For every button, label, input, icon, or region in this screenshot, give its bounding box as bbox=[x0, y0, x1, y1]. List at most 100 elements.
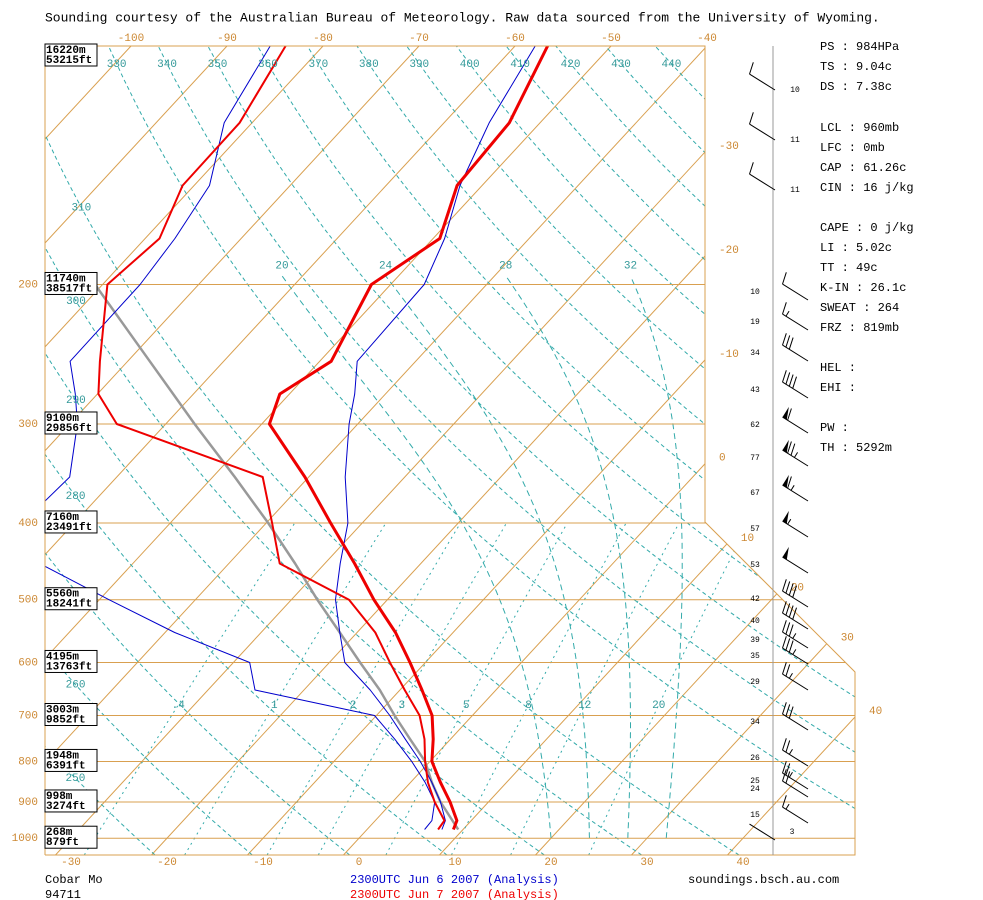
x-tick-label: -10 bbox=[253, 857, 273, 869]
barb-line bbox=[782, 738, 787, 751]
height-ft: 23491ft bbox=[46, 522, 92, 534]
stat: DS : 7.38c bbox=[820, 80, 892, 94]
stat: LI : 5.02c bbox=[820, 241, 892, 255]
barb-line bbox=[749, 112, 754, 125]
barb-line bbox=[782, 579, 787, 592]
height-m: 7160m bbox=[46, 512, 79, 524]
height-box bbox=[44, 411, 98, 435]
height-m: 11740m bbox=[46, 273, 86, 285]
wind-speed-label: 10 bbox=[790, 86, 800, 95]
wind-barb bbox=[782, 272, 809, 301]
barb-line bbox=[792, 607, 797, 620]
height-m: 1948m bbox=[46, 750, 79, 762]
dry-adiabat bbox=[257, 46, 855, 855]
height-ft: 18241ft bbox=[46, 599, 92, 611]
barb-line bbox=[788, 624, 794, 637]
stat: HEL : bbox=[820, 361, 856, 375]
barb-half bbox=[792, 633, 797, 639]
height-box bbox=[44, 748, 98, 772]
right-tick-label: -30 bbox=[719, 141, 739, 153]
mixing-ratio-line bbox=[266, 522, 461, 855]
barb-staff bbox=[749, 73, 776, 91]
dewpoint-profile bbox=[97, 46, 446, 831]
mixing-ratio-line bbox=[450, 522, 627, 855]
mixing-ratio-line bbox=[385, 522, 568, 855]
dry-adiabat bbox=[45, 46, 253, 855]
wind-barb bbox=[782, 601, 809, 630]
dry-adiabat bbox=[45, 46, 642, 855]
height-box bbox=[44, 649, 98, 673]
isotherm bbox=[631, 46, 855, 855]
height-box bbox=[44, 702, 98, 726]
y-tick-label: 300 bbox=[18, 419, 38, 431]
barb-line bbox=[785, 581, 791, 594]
wind-speed-label: 3 bbox=[790, 828, 795, 837]
wind-speed-label: 39 bbox=[750, 636, 760, 645]
stat: FRZ : 819mb bbox=[820, 321, 899, 335]
barb-line bbox=[785, 335, 791, 348]
height-ft: 38517ft bbox=[46, 283, 92, 295]
wind-barb bbox=[782, 620, 809, 649]
height-box bbox=[44, 789, 98, 813]
wind-barb bbox=[782, 769, 809, 798]
barb-line bbox=[788, 640, 794, 653]
barb-flag bbox=[782, 406, 789, 420]
dry-adiabat-label: 290 bbox=[66, 395, 86, 407]
right-tick-label: 10 bbox=[741, 533, 754, 545]
right-tick-label: -10 bbox=[719, 349, 739, 361]
wind-speed-label: 77 bbox=[750, 454, 760, 463]
right-tick-label: -20 bbox=[719, 245, 739, 257]
moist-adiabat-label: 32 bbox=[624, 261, 637, 273]
barb-staff bbox=[782, 313, 809, 331]
barb-staff bbox=[749, 173, 776, 191]
barb-staff bbox=[782, 780, 809, 798]
temperature-profile bbox=[93, 283, 460, 831]
height-m: 3003m bbox=[46, 704, 79, 716]
height-ft: 29856ft bbox=[46, 423, 92, 435]
stat: EHI : bbox=[820, 381, 856, 395]
wind-speed-label: 11 bbox=[790, 136, 800, 145]
moist-adiabat-label: 24 bbox=[379, 261, 393, 273]
dry-adiabat-label: 370 bbox=[308, 59, 328, 71]
dry-adiabat bbox=[45, 46, 448, 855]
isotherm bbox=[45, 46, 324, 855]
barb-staff bbox=[782, 647, 809, 665]
stat: K-IN : 26.1c bbox=[820, 281, 906, 295]
height-ft: 6391ft bbox=[46, 760, 86, 772]
wind-speed-label: 43 bbox=[750, 386, 760, 395]
dry-adiabat bbox=[45, 46, 740, 855]
barb-staff bbox=[782, 631, 809, 649]
stat: TT : 49c bbox=[820, 261, 878, 275]
wind-barb bbox=[782, 439, 809, 467]
moist-adiabat-label: 20 bbox=[275, 261, 288, 273]
plot-area bbox=[45, 46, 855, 855]
barb-staff bbox=[782, 806, 809, 824]
wind-speed-label: 67 bbox=[750, 489, 760, 498]
wind-speed-label: 57 bbox=[750, 525, 760, 534]
source: soundings.bsch.au.com bbox=[688, 873, 839, 887]
wind-barb bbox=[749, 112, 776, 141]
barb-line bbox=[785, 372, 791, 385]
barb-line bbox=[785, 740, 791, 753]
wind-speed-label: 26 bbox=[750, 754, 760, 763]
barb-line bbox=[749, 62, 754, 75]
top-tick-label: -40 bbox=[697, 33, 717, 45]
barb-line bbox=[782, 795, 787, 808]
wind-speed-label: 34 bbox=[750, 349, 760, 358]
height-m: 998m bbox=[46, 791, 73, 803]
wind-speed-label: 62 bbox=[750, 421, 760, 430]
barb-staff bbox=[749, 823, 776, 841]
moist-adiabat bbox=[629, 275, 683, 839]
barb-line bbox=[785, 622, 791, 635]
barb-flag bbox=[782, 439, 789, 453]
barb-line bbox=[785, 763, 791, 776]
wind-barb bbox=[782, 738, 809, 767]
barb-line bbox=[787, 408, 792, 421]
barb-staff bbox=[782, 283, 809, 301]
barb-flag bbox=[782, 546, 789, 560]
y-tick-label: 200 bbox=[18, 279, 38, 291]
dry-adiabat-label: 340 bbox=[157, 59, 177, 71]
mixing-ratio-line bbox=[317, 522, 507, 855]
